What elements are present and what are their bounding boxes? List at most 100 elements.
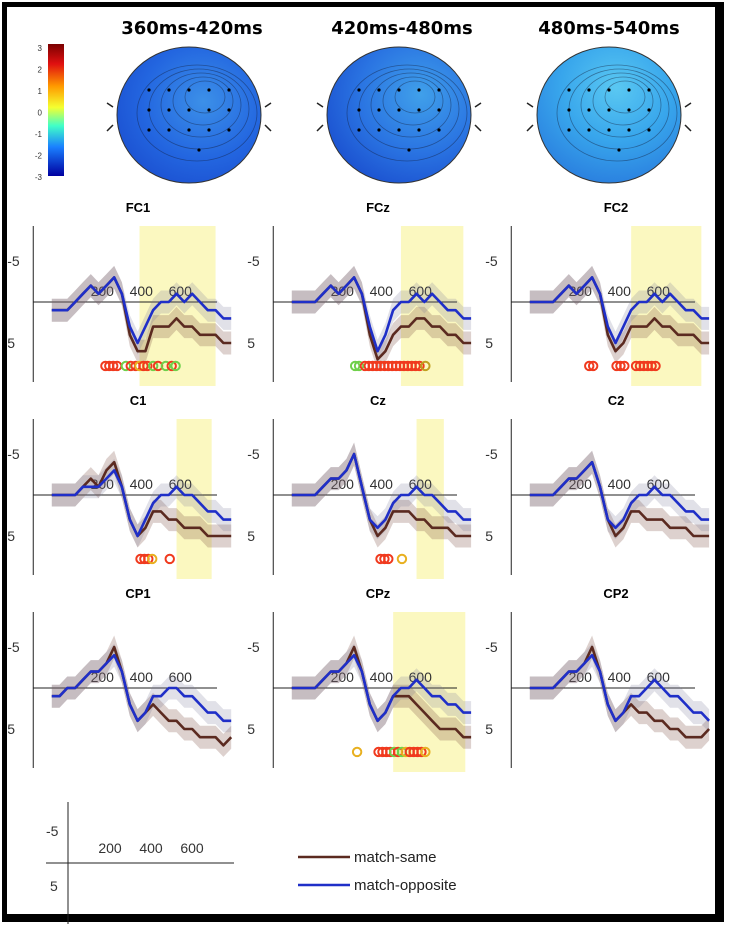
significance-marker bbox=[147, 553, 158, 565]
topomap-contour bbox=[592, 76, 654, 126]
band-match-opposite bbox=[51, 643, 232, 733]
electrode-dot bbox=[397, 88, 401, 92]
significance-window bbox=[416, 419, 444, 579]
x-tick-label: 200 bbox=[569, 669, 593, 685]
electrode-dot bbox=[227, 108, 231, 112]
significance-marker bbox=[166, 360, 177, 372]
x-tick-label: 600 bbox=[169, 669, 193, 685]
panel-title: FC2 bbox=[604, 200, 629, 215]
topomap-head bbox=[326, 46, 472, 184]
x-tick-label: 200 bbox=[331, 669, 355, 685]
band-match-opposite bbox=[291, 643, 472, 733]
electrode-dot bbox=[417, 108, 421, 112]
electrode-dot bbox=[437, 88, 441, 92]
electrode-dot bbox=[627, 128, 631, 132]
electrode-dot bbox=[607, 128, 611, 132]
electrode-dot bbox=[647, 108, 651, 112]
electrode-dot bbox=[567, 88, 571, 92]
topomap-contour bbox=[184, 80, 226, 114]
band-match-same bbox=[51, 450, 232, 548]
topomap-ears bbox=[526, 102, 692, 132]
electrode-dot bbox=[397, 108, 401, 112]
band-match-opposite bbox=[529, 265, 710, 355]
significance-marker bbox=[650, 360, 661, 372]
electrode-dot bbox=[377, 108, 381, 112]
y-tick-label: -5 bbox=[7, 446, 20, 462]
electrode-dot bbox=[357, 108, 361, 112]
colorbar-tick-label: 3 bbox=[38, 44, 43, 53]
topomap-contour bbox=[556, 64, 678, 162]
topomap-ears bbox=[316, 102, 482, 132]
line-match-opposite bbox=[529, 653, 711, 723]
y-tick-label: -5 bbox=[485, 446, 498, 462]
y-tick-label: 5 bbox=[485, 335, 493, 351]
line-match-opposite bbox=[51, 276, 232, 345]
significance-window bbox=[400, 226, 464, 386]
panel-title: CPz bbox=[366, 586, 391, 601]
erp-panel-cp1: CP1 -5 5 200 400 600 bbox=[7, 586, 233, 768]
significance-marker bbox=[142, 360, 153, 372]
topomap-contour bbox=[172, 76, 234, 126]
band-match-same bbox=[51, 635, 232, 757]
band-match-opposite bbox=[529, 450, 710, 540]
topomap-contour bbox=[394, 80, 436, 114]
significance-marker bbox=[379, 553, 390, 565]
colorbar-tick-label: 0 bbox=[38, 109, 43, 118]
significance-marker bbox=[108, 360, 119, 372]
topomap-row: 360ms-420ms 420ms-480ms 480ms-540ms 3 2 1 0 -1 -… bbox=[35, 18, 692, 184]
x-tick-label: 400 bbox=[130, 283, 154, 299]
topomap-ears bbox=[106, 102, 272, 132]
topomap-title: 480ms-540ms bbox=[538, 18, 680, 39]
electrode-dot bbox=[377, 128, 381, 132]
significance-marker bbox=[410, 360, 421, 372]
colorbar-tick-label: -3 bbox=[35, 173, 43, 182]
panel-title: CP2 bbox=[603, 586, 628, 601]
electrode-dot bbox=[437, 108, 441, 112]
line-match-opposite bbox=[51, 469, 232, 538]
topomap-contour bbox=[382, 76, 444, 126]
electrode-dot bbox=[647, 88, 651, 92]
y-tick-label: 5 bbox=[247, 721, 255, 737]
line-match-opposite bbox=[291, 276, 472, 353]
y-tick-label: -5 bbox=[247, 253, 260, 269]
significance-marker bbox=[619, 360, 630, 372]
topomap-contour bbox=[580, 72, 662, 138]
electrode-dot bbox=[587, 108, 591, 112]
panel-title: FC1 bbox=[126, 200, 151, 215]
electrode-dot bbox=[417, 88, 421, 92]
topomap-head bbox=[116, 46, 262, 184]
significance-marker bbox=[420, 746, 431, 758]
panel-title: Cz bbox=[370, 393, 386, 408]
x-tick-label: 400 bbox=[608, 669, 632, 685]
electrode-dot bbox=[167, 88, 171, 92]
significance-marker bbox=[170, 360, 181, 372]
electrode-dot bbox=[227, 88, 231, 92]
band-match-same bbox=[291, 635, 472, 749]
significance-marker bbox=[143, 553, 154, 565]
band-match-opposite bbox=[529, 643, 710, 733]
significance-marker bbox=[164, 553, 175, 565]
topomap-title: 360ms-420ms bbox=[121, 18, 263, 39]
electrode-dot bbox=[207, 128, 211, 132]
electrode-dot bbox=[607, 108, 611, 112]
electrode-dot bbox=[647, 128, 651, 132]
significance-marker bbox=[615, 360, 626, 372]
electrode-dot bbox=[627, 88, 631, 92]
significance-marker bbox=[120, 360, 132, 372]
significance-window bbox=[176, 419, 212, 579]
significance-marker bbox=[160, 360, 172, 372]
x-tick-label: 400 bbox=[608, 283, 632, 299]
colorbar-tick-label: 1 bbox=[38, 87, 43, 96]
significance-marker bbox=[414, 360, 425, 372]
line-match-opposite bbox=[529, 460, 710, 530]
electrode-dot bbox=[207, 108, 211, 112]
panel-title: CP1 bbox=[125, 586, 150, 601]
electrode-dot bbox=[587, 128, 591, 132]
y-tick-label: 5 bbox=[7, 335, 15, 351]
x-tick-label: 400 bbox=[370, 669, 394, 685]
panel-title: C2 bbox=[608, 393, 625, 408]
